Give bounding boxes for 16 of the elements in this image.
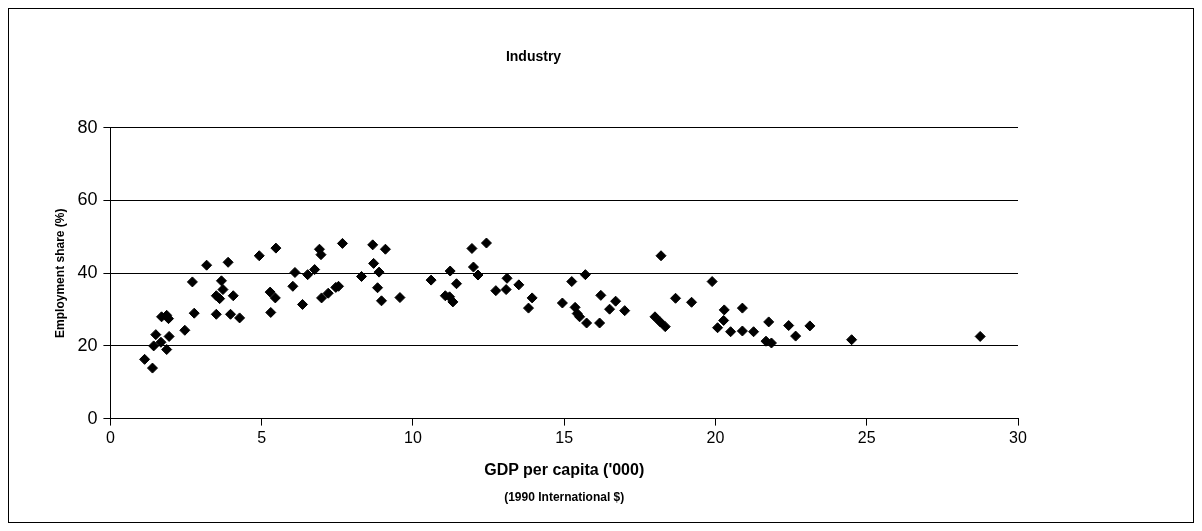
x-axis-title: GDP per capita ('000) xyxy=(484,460,645,478)
y-tick-label: 60 xyxy=(77,189,98,210)
x-tick-label: 0 xyxy=(105,428,115,446)
x-tick-label: 20 xyxy=(706,428,725,446)
y-axis-title: Employment share (%) xyxy=(52,208,67,338)
text: (1990 International $) xyxy=(504,489,625,504)
x-tick-label: 5 xyxy=(257,428,267,446)
y-tick-label: 0 xyxy=(87,407,98,428)
x-tick-label: 30 xyxy=(1009,428,1027,446)
x-tick-label: 25 xyxy=(857,428,876,446)
y-tick-label: 40 xyxy=(77,262,98,283)
x-tick-label: 15 xyxy=(555,428,574,446)
chart-title: Industry xyxy=(505,48,562,65)
y-tick-label: 80 xyxy=(77,116,98,137)
x-tick-label: 10 xyxy=(404,428,422,446)
y-tick-label: 20 xyxy=(77,334,98,355)
